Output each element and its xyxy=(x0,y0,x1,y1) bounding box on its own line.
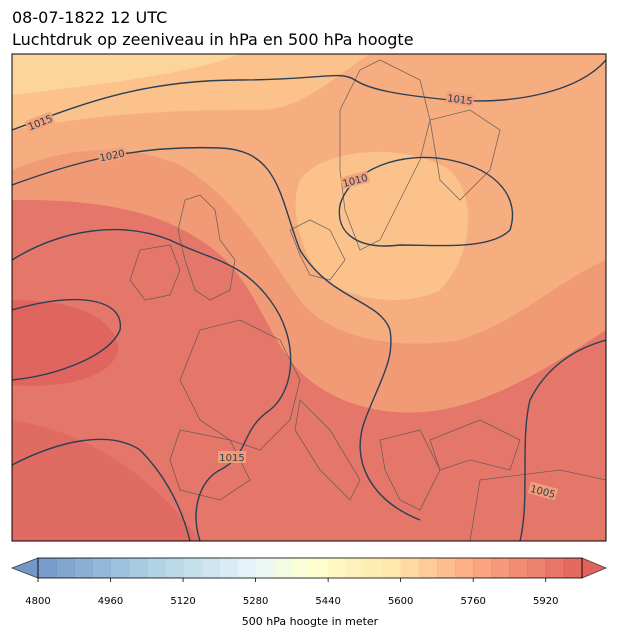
colorbar-frame xyxy=(37,557,583,579)
contour-label-bg xyxy=(445,91,475,107)
colorbar-segment xyxy=(183,558,202,578)
contour-label-bg xyxy=(339,170,371,190)
colorbar-segment xyxy=(563,558,583,578)
colorbar-tick-label: 4800 xyxy=(25,596,50,607)
colorbar-segment xyxy=(364,558,384,578)
colorbar-segment xyxy=(291,558,311,578)
colorbar-segment xyxy=(436,558,456,578)
colorbar-segment xyxy=(146,558,166,578)
colorbar-segment xyxy=(74,558,93,578)
fill-level xyxy=(12,300,119,386)
colorbar-segment xyxy=(400,558,420,578)
colorbar-segment xyxy=(219,558,238,578)
colorbar-segment xyxy=(110,558,130,578)
fill-level xyxy=(12,54,240,95)
colorbar-segment xyxy=(92,558,112,578)
colorbar-segment xyxy=(255,558,275,578)
contour-label-bg xyxy=(97,146,127,164)
colorbar-segment xyxy=(382,558,402,578)
isobars xyxy=(12,59,606,541)
colorbar-segment xyxy=(237,558,257,578)
colorbar-tick-label: 5600 xyxy=(388,596,413,607)
colorbar-segment xyxy=(38,558,57,578)
colorbar-segment xyxy=(310,558,329,578)
fill-level xyxy=(295,151,469,300)
colorbar-tick-label: 4960 xyxy=(98,596,123,607)
contour-label: 1020 xyxy=(99,148,126,164)
fill-level xyxy=(12,420,200,541)
colorbar-segment xyxy=(273,558,293,578)
colorbar-segment xyxy=(346,558,365,578)
colorbar-label: 500 hPa hoogte in meter xyxy=(242,615,379,628)
colorbar-segment xyxy=(128,558,148,578)
colorbar-segment xyxy=(455,558,474,578)
colorbar-segment xyxy=(491,558,510,578)
map-frame xyxy=(11,53,607,542)
colorbar-extend-high xyxy=(581,557,608,579)
title-description: Luchtdruk op zeeniveau in hPa en 500 hPa… xyxy=(12,30,414,49)
colorbar-segment xyxy=(56,558,75,578)
colorbar-segment xyxy=(527,558,547,578)
colorbar-tick-label: 5280 xyxy=(243,596,268,607)
contour-label-bg xyxy=(24,111,56,133)
colorbar-segment xyxy=(201,558,220,578)
contour-label-bg xyxy=(218,451,246,463)
colorbar-tick-label: 5920 xyxy=(533,596,558,607)
coastlines xyxy=(129,59,606,541)
colorbar-segment xyxy=(545,558,565,578)
map xyxy=(12,54,606,541)
colorbar-segment xyxy=(509,558,529,578)
colorbar-segment xyxy=(418,558,438,578)
contour-label-bg xyxy=(527,481,559,501)
colorbar-segment xyxy=(328,558,347,578)
colorbar-segment xyxy=(473,558,492,578)
colorbar-extend-low xyxy=(10,557,39,579)
colorbar-tick-label: 5760 xyxy=(460,596,485,607)
colorbar-segment xyxy=(164,558,184,578)
colorbar-tick-label: 5120 xyxy=(170,596,195,607)
contour-label: 1015 xyxy=(219,453,244,464)
title-date: 08-07-1822 12 UTC xyxy=(12,8,168,27)
colorbar-tick-label: 5440 xyxy=(315,596,340,607)
contour-label: 1015 xyxy=(446,93,473,107)
